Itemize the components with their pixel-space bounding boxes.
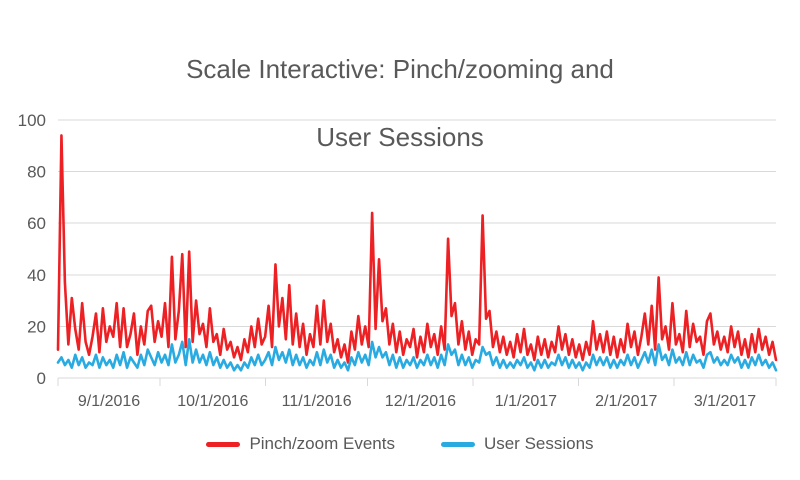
x-tick-label: 1/1/2017 xyxy=(495,393,557,410)
legend-swatch-pinch-zoom-events xyxy=(206,441,241,447)
x-tick-label: 11/1/2016 xyxy=(282,393,352,410)
y-tick-label: 0 xyxy=(37,369,46,388)
y-tick-label: 80 xyxy=(27,163,46,182)
plot-area: 0 20 40 60 80 100 9/1/2016 10/1/2016 11/1/2016 1… xyxy=(18,111,778,410)
y-tick-label: 40 xyxy=(27,266,46,285)
legend-swatch-user-sessions xyxy=(440,441,475,447)
legend-label-user-sessions: User Sessions xyxy=(483,434,594,453)
legend-item-user-sessions[interactable]: User Sessions xyxy=(440,434,594,454)
data-series-group xyxy=(56,134,778,372)
y-tick-label: 20 xyxy=(27,317,46,336)
chart-legend: Pinch/zoom Events User Sessions xyxy=(0,434,800,454)
chart-title-line-1: Scale Interactive: Pinch/zooming and xyxy=(186,54,614,84)
y-axis-labels: 0 20 40 60 80 100 xyxy=(18,111,46,388)
y-tick-label: 60 xyxy=(27,214,46,233)
y-tick-label: 100 xyxy=(18,111,46,130)
x-tick-label: 2/1/2017 xyxy=(595,393,657,410)
legend-item-pinch-zoom-events[interactable]: Pinch/zoom Events xyxy=(206,434,395,454)
series-line-pinch-zoom-events xyxy=(56,134,778,364)
chart-title-line-2: User Sessions xyxy=(316,122,484,152)
x-tick-label: 12/1/2016 xyxy=(385,393,456,410)
chart-title: Scale Interactive: Pinch/zooming and Use… xyxy=(80,18,720,154)
series-line-user-sessions xyxy=(56,338,778,372)
x-tick-label: 9/1/2016 xyxy=(78,393,140,410)
x-tick-label: 10/1/2016 xyxy=(177,393,248,410)
x-axis-labels: 9/1/2016 10/1/2016 11/1/2016 12/1/2016 1/1/2… xyxy=(78,393,756,410)
x-tickmarks xyxy=(57,377,777,386)
x-tick-label: 3/1/2017 xyxy=(694,393,756,410)
legend-label-pinch-zoom-events: Pinch/zoom Events xyxy=(249,434,395,453)
